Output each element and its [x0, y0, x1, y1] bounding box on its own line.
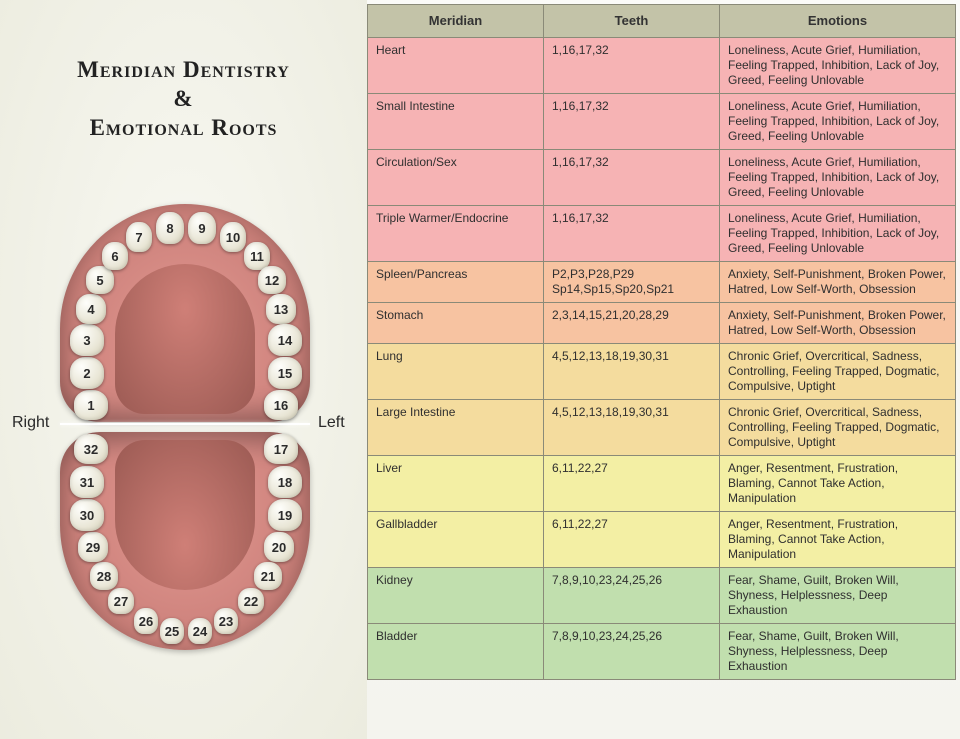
tooth-1: 1 — [74, 390, 108, 420]
col-header-teeth: Teeth — [544, 5, 720, 38]
cell-teeth: 2,3,14,15,21,20,28,29 — [544, 303, 720, 344]
tooth-17: 17 — [264, 434, 298, 464]
cell-emotions: Chronic Grief, Overcritical, Sadness, Co… — [720, 400, 956, 456]
meridian-table-wrap: Meridian Teeth Emotions Heart1,16,17,32L… — [367, 4, 955, 680]
table-row: Gallbladder6,11,22,27Anger, Resentment, … — [368, 512, 956, 568]
cell-emotions: Loneliness, Acute Grief, Humiliation, Fe… — [720, 38, 956, 94]
tooth-2: 2 — [70, 357, 104, 389]
cell-meridian: Bladder — [368, 624, 544, 680]
table-header-row: Meridian Teeth Emotions — [368, 5, 956, 38]
cell-teeth: 7,8,9,10,23,24,25,26 — [544, 568, 720, 624]
cell-teeth: 4,5,12,13,18,19,30,31 — [544, 400, 720, 456]
cell-emotions: Fear, Shame, Guilt, Broken Will, Shyness… — [720, 568, 956, 624]
col-header-meridian: Meridian — [368, 5, 544, 38]
table-row: Spleen/PancreasP2,P3,P28,P29 Sp14,Sp15,S… — [368, 262, 956, 303]
tooth-20: 20 — [264, 532, 294, 562]
tooth-30: 30 — [70, 499, 104, 531]
cell-meridian: Heart — [368, 38, 544, 94]
table-row: Lung4,5,12,13,18,19,30,31Chronic Grief, … — [368, 344, 956, 400]
page-title: Meridian Dentistry & Emotional Roots — [0, 56, 367, 142]
cell-emotions: Loneliness, Acute Grief, Humiliation, Fe… — [720, 206, 956, 262]
cell-emotions: Loneliness, Acute Grief, Humiliation, Fe… — [720, 94, 956, 150]
cell-meridian: Liver — [368, 456, 544, 512]
tooth-15: 15 — [268, 357, 302, 389]
tooth-31: 31 — [70, 466, 104, 498]
meridian-table: Meridian Teeth Emotions Heart1,16,17,32L… — [367, 4, 956, 680]
arch-midline — [60, 423, 310, 425]
table-row: Large Intestine4,5,12,13,18,19,30,31Chro… — [368, 400, 956, 456]
cell-emotions: Loneliness, Acute Grief, Humiliation, Fe… — [720, 150, 956, 206]
title-line2: Emotional Roots — [0, 114, 367, 143]
tooth-8: 8 — [156, 212, 184, 244]
tooth-4: 4 — [76, 294, 106, 324]
cell-meridian: Triple Warmer/Endocrine — [368, 206, 544, 262]
tooth-5: 5 — [86, 266, 114, 294]
cell-meridian: Spleen/Pancreas — [368, 262, 544, 303]
cell-teeth: 1,16,17,32 — [544, 38, 720, 94]
cell-teeth: 4,5,12,13,18,19,30,31 — [544, 344, 720, 400]
tooth-28: 28 — [90, 562, 118, 590]
cell-teeth: 6,11,22,27 — [544, 512, 720, 568]
cell-emotions: Anger, Resentment, Frustration, Blaming,… — [720, 512, 956, 568]
tooth-6: 6 — [102, 242, 128, 270]
table-body: Heart1,16,17,32Loneliness, Acute Grief, … — [368, 38, 956, 680]
table-row: Liver6,11,22,27Anger, Resentment, Frustr… — [368, 456, 956, 512]
tooth-7: 7 — [126, 222, 152, 252]
infographic-stage: Meridian Dentistry & Emotional Roots Rig… — [0, 0, 960, 739]
cell-teeth: 7,8,9,10,23,24,25,26 — [544, 624, 720, 680]
table-row: Heart1,16,17,32Loneliness, Acute Grief, … — [368, 38, 956, 94]
tooth-16: 16 — [264, 390, 298, 420]
tooth-29: 29 — [78, 532, 108, 562]
tooth-27: 27 — [108, 588, 134, 614]
tooth-12: 12 — [258, 266, 286, 294]
col-header-emotions: Emotions — [720, 5, 956, 38]
table-row: Triple Warmer/Endocrine1,16,17,32Lonelin… — [368, 206, 956, 262]
tooth-21: 21 — [254, 562, 282, 590]
tooth-9: 9 — [188, 212, 216, 244]
cell-emotions: Anger, Resentment, Frustration, Blaming,… — [720, 456, 956, 512]
teeth-diagram: 1234567891011121314151617181920212223242… — [60, 204, 310, 664]
cell-teeth: 1,16,17,32 — [544, 150, 720, 206]
side-label-left: Left — [318, 414, 345, 432]
cell-emotions: Anxiety, Self-Punishment, Broken Power, … — [720, 303, 956, 344]
side-label-right: Right — [12, 414, 49, 432]
tooth-13: 13 — [266, 294, 296, 324]
table-row: Stomach2,3,14,15,21,20,28,29Anxiety, Sel… — [368, 303, 956, 344]
tooth-25: 25 — [160, 618, 184, 644]
tooth-23: 23 — [214, 608, 238, 634]
cell-teeth: 1,16,17,32 — [544, 206, 720, 262]
cell-meridian: Kidney — [368, 568, 544, 624]
table-row: Small Intestine1,16,17,32Loneliness, Acu… — [368, 94, 956, 150]
tooth-22: 22 — [238, 588, 264, 614]
cell-emotions: Chronic Grief, Overcritical, Sadness, Co… — [720, 344, 956, 400]
cell-emotions: Fear, Shame, Guilt, Broken Will, Shyness… — [720, 624, 956, 680]
cell-teeth: 1,16,17,32 — [544, 94, 720, 150]
table-row: Bladder7,8,9,10,23,24,25,26Fear, Shame, … — [368, 624, 956, 680]
tooth-3: 3 — [70, 324, 104, 356]
title-line1: Meridian Dentistry — [0, 56, 367, 85]
table-row: Circulation/Sex1,16,17,32Loneliness, Acu… — [368, 150, 956, 206]
cell-meridian: Circulation/Sex — [368, 150, 544, 206]
tooth-10: 10 — [220, 222, 246, 252]
tooth-18: 18 — [268, 466, 302, 498]
cell-meridian: Large Intestine — [368, 400, 544, 456]
tooth-24: 24 — [188, 618, 212, 644]
tooth-32: 32 — [74, 434, 108, 464]
tooth-19: 19 — [268, 499, 302, 531]
cell-emotions: Anxiety, Self-Punishment, Broken Power, … — [720, 262, 956, 303]
table-row: Kidney7,8,9,10,23,24,25,26Fear, Shame, G… — [368, 568, 956, 624]
tooth-26: 26 — [134, 608, 158, 634]
cell-meridian: Stomach — [368, 303, 544, 344]
left-panel: Meridian Dentistry & Emotional Roots Rig… — [0, 0, 367, 739]
cell-meridian: Small Intestine — [368, 94, 544, 150]
cell-teeth: P2,P3,P28,P29 Sp14,Sp15,Sp20,Sp21 — [544, 262, 720, 303]
cell-meridian: Lung — [368, 344, 544, 400]
tooth-14: 14 — [268, 324, 302, 356]
cell-meridian: Gallbladder — [368, 512, 544, 568]
title-amp: & — [0, 85, 367, 114]
cell-teeth: 6,11,22,27 — [544, 456, 720, 512]
